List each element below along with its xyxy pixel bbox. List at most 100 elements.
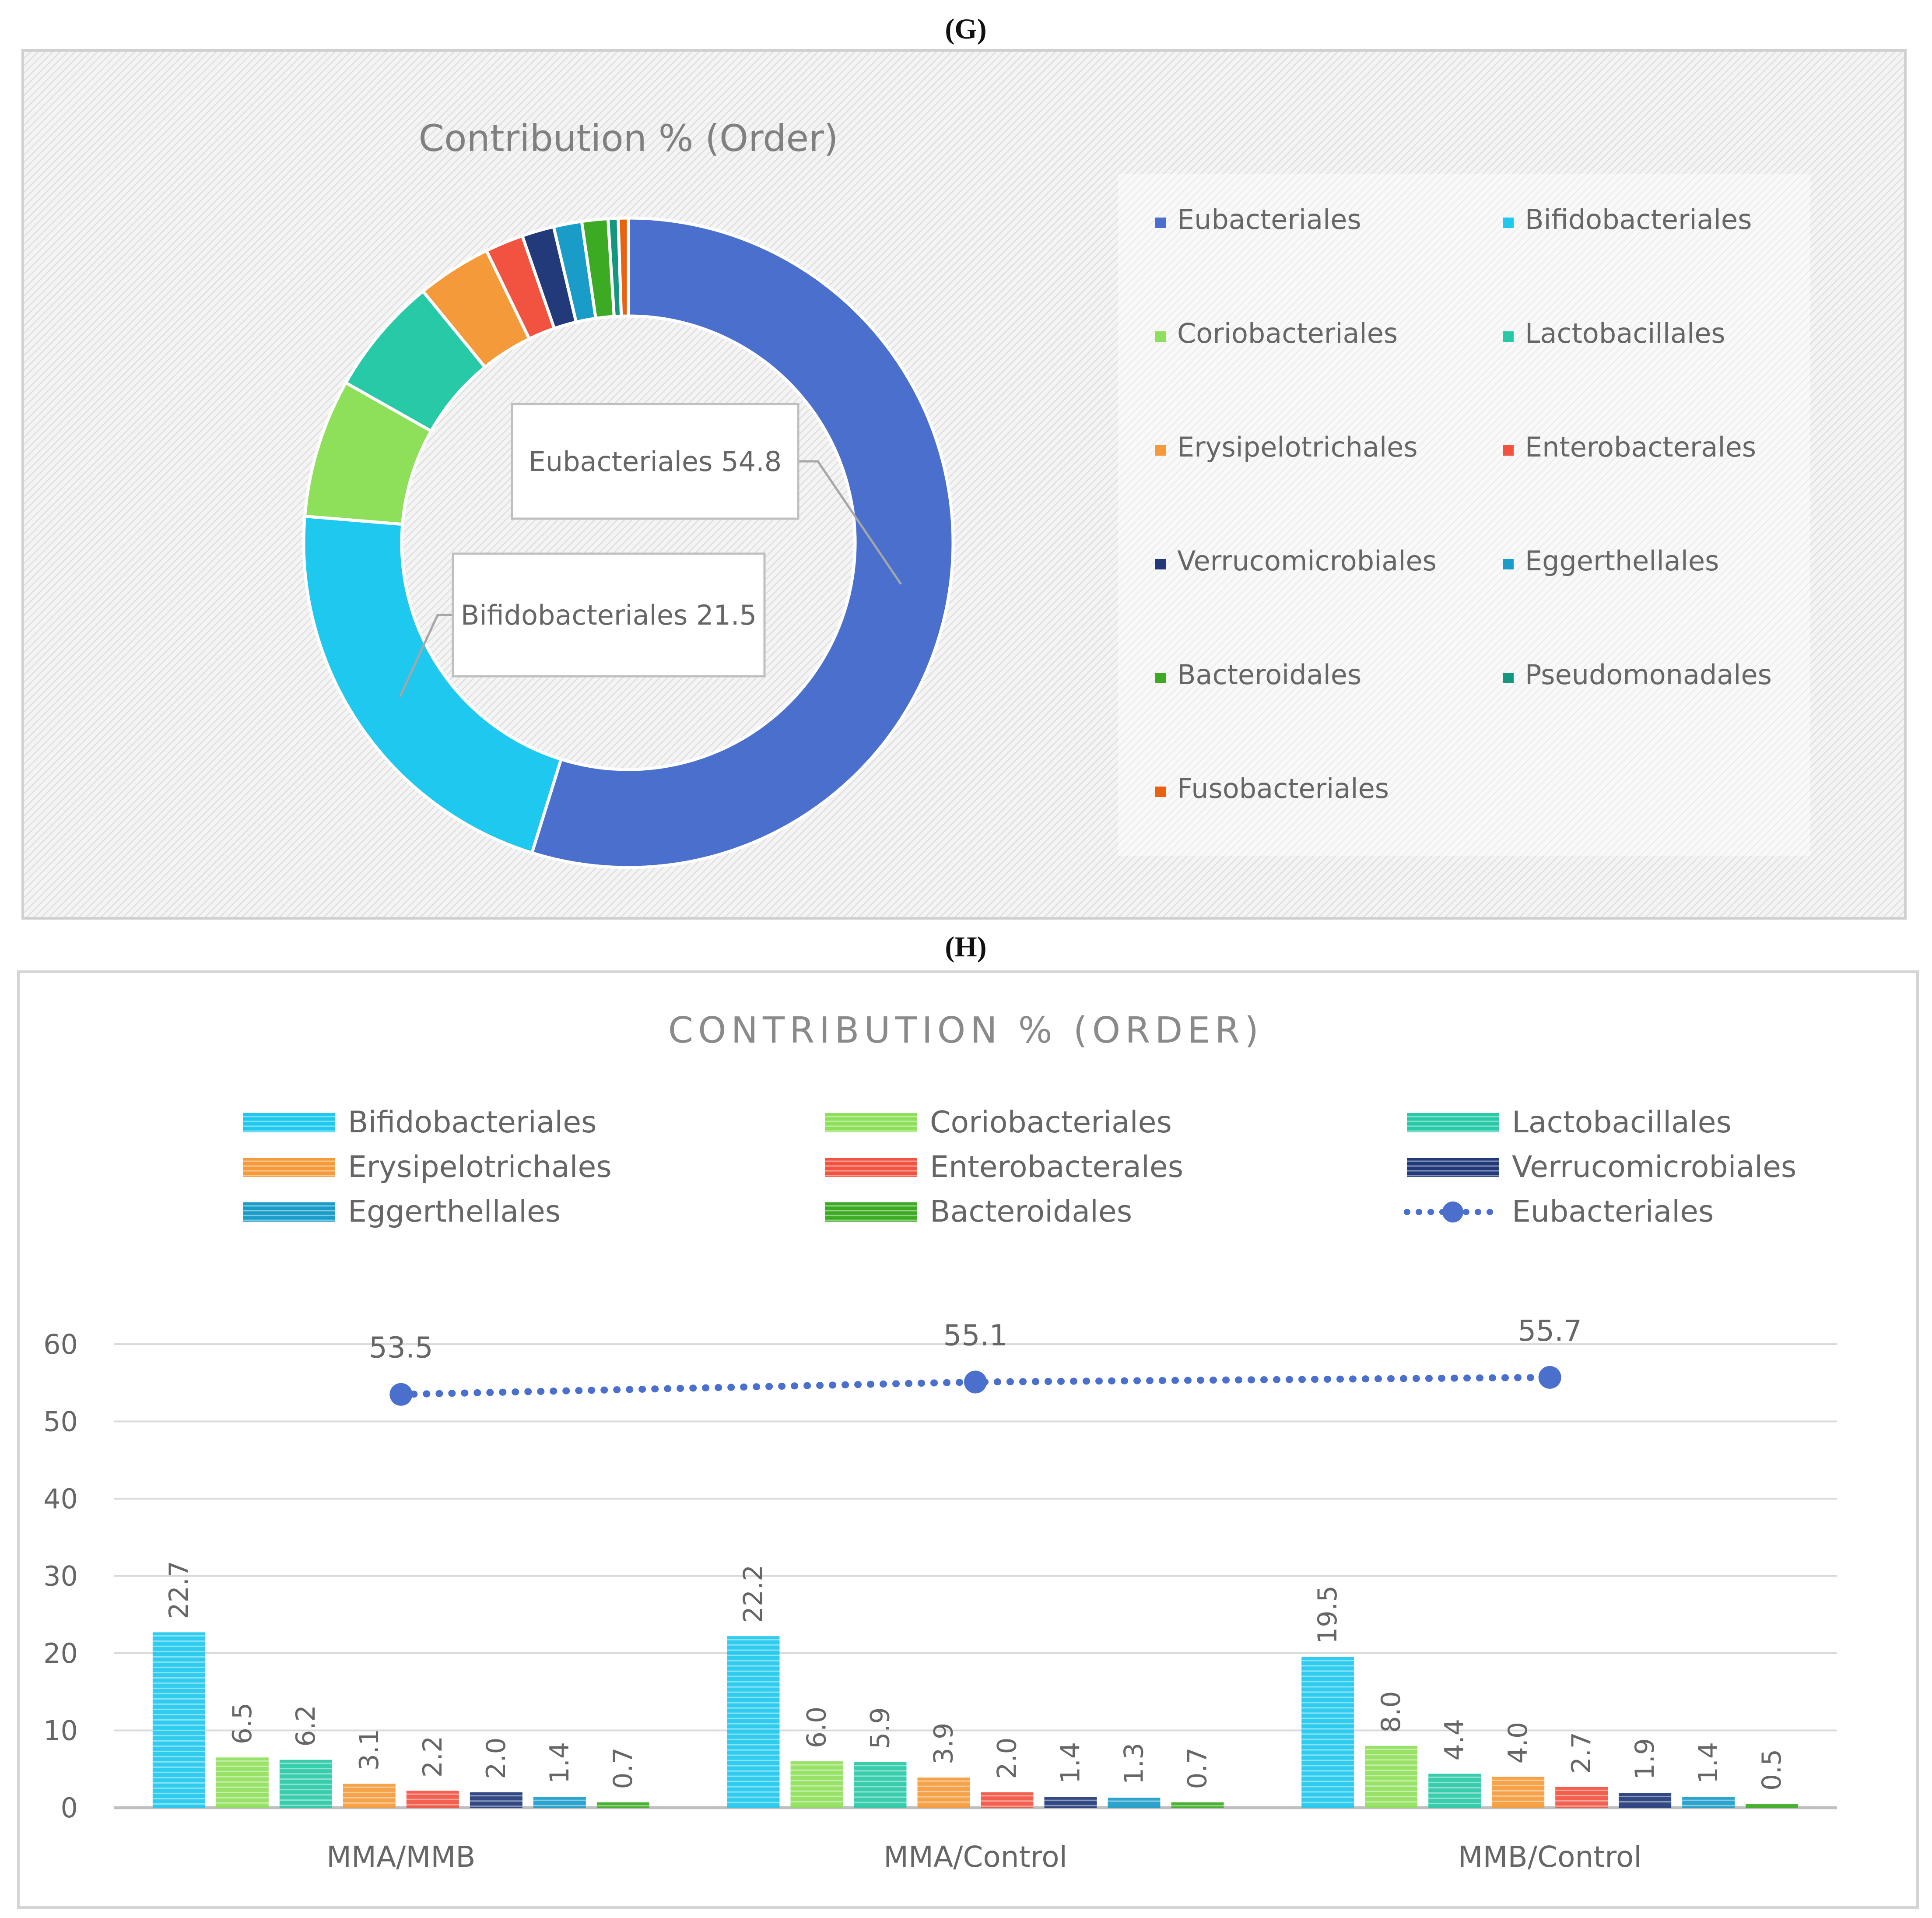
legend-swatch-fusobacteriales xyxy=(1155,787,1166,797)
bar-value-label-bifidobacteriales-mmb-control: 19.5 xyxy=(1312,1585,1343,1644)
legend-label-bifidobacteriales: Bifidobacteriales xyxy=(348,1105,597,1140)
legend-label-erysipelotrichales: Erysipelotrichales xyxy=(1177,431,1418,463)
donut-legend-box xyxy=(1118,174,1810,856)
line-point-mma-control xyxy=(964,1370,987,1394)
bar-value-label-lactobacillales-mma-mmb: 6.2 xyxy=(291,1705,321,1746)
legend-swatch-eggerthellales xyxy=(243,1202,335,1222)
callout-box-bifidobacteriales xyxy=(452,552,766,678)
bar-value-label-eggerthellales-mma-control: 1.3 xyxy=(1119,1743,1150,1785)
bar-lactobacillales-mma-control xyxy=(854,1762,907,1808)
bar-bifidobacteriales-mmb-control xyxy=(1301,1657,1354,1808)
x-tick-label-mma-control: MMA/Control xyxy=(884,1840,1067,1874)
bar-lactobacillales-mmb-control xyxy=(1428,1774,1481,1808)
callout-leader-eubacteriales xyxy=(798,460,902,585)
bar-coriobacteriales-mma-control xyxy=(790,1761,843,1808)
legend-swatch-verrucomicrobiales xyxy=(1407,1158,1499,1177)
x-tick-label-mma-mmb: MMA/MMB xyxy=(326,1840,475,1874)
legend-swatch-bifidobacteriales xyxy=(243,1113,335,1132)
bar-eggerthellales-mma-control xyxy=(1108,1798,1161,1808)
donut-slice-bifidobacteriales xyxy=(302,514,563,855)
bar-value-label-coriobacteriales-mmb-control: 8.0 xyxy=(1376,1691,1406,1732)
bar-value-label-erysipelotrichales-mma-mmb: 3.1 xyxy=(354,1729,385,1770)
donut-slice-eubacteriales xyxy=(530,216,955,869)
bar-value-label-bacteroidales-mmb-control: 0.5 xyxy=(1757,1749,1787,1791)
bar-lactobacillales-mma-mmb xyxy=(279,1760,332,1808)
donut-panel: (G) Contribution % (Order) Eubacteriales… xyxy=(21,13,1907,920)
legend-swatch-erysipelotrichales xyxy=(243,1158,335,1177)
bar-value-label-bacteroidales-mma-mmb: 0.7 xyxy=(608,1747,638,1789)
legend-label-erysipelotrichales: Erysipelotrichales xyxy=(348,1150,612,1184)
line-value-label-mmb-control: 55.7 xyxy=(1518,1314,1582,1348)
legend-label-enterobacterales: Enterobacterales xyxy=(930,1150,1183,1184)
bar-value-label-bifidobacteriales-mma-control: 22.2 xyxy=(738,1565,769,1623)
legend-label-lactobacillales: Lactobacillales xyxy=(1512,1105,1732,1140)
bar-bifidobacteriales-mma-control xyxy=(727,1636,780,1808)
legend-label-enterobacterales: Enterobacterales xyxy=(1525,431,1756,463)
legend-swatch-coriobacteriales xyxy=(1155,331,1166,342)
legend-label-bifidobacteriales: Bifidobacteriales xyxy=(1525,204,1752,235)
bar-bacteroidales-mma-mmb xyxy=(596,1802,649,1808)
bar-bifidobacteriales-mma-mmb xyxy=(152,1632,205,1808)
legend-label-verrucomicrobiales: Verrucomicrobiales xyxy=(1177,545,1437,577)
legend-swatch-pseudomonadales xyxy=(1503,673,1514,683)
x-tick-label-mmb-control: MMB/Control xyxy=(1458,1840,1642,1874)
bar-coriobacteriales-mma-mmb xyxy=(216,1757,269,1808)
bar-verrucomicrobiales-mma-control xyxy=(1044,1797,1097,1808)
bar-eggerthellales-mmb-control xyxy=(1682,1797,1735,1808)
bar-panel: (H) CONTRIBUTION % (ORDER) Bifidobacteri… xyxy=(17,934,1919,1909)
legend-label-eubacteriales: Eubacteriales xyxy=(1512,1194,1714,1229)
legend-label-coriobacteriales: Coriobacteriales xyxy=(1177,317,1398,349)
bar-enterobacterales-mma-mmb xyxy=(406,1791,459,1808)
legend-swatch-coriobacteriales xyxy=(825,1113,917,1132)
line-value-label-mma-control: 55.1 xyxy=(943,1318,1008,1352)
bar-value-label-coriobacteriales-mma-control: 6.0 xyxy=(802,1707,832,1748)
legend-swatch-bacteroidales xyxy=(825,1202,917,1222)
bar-value-label-lactobacillales-mmb-control: 4.4 xyxy=(1439,1719,1470,1760)
callout-box-eubacteriales xyxy=(511,403,799,520)
y-tick-label-50: 50 xyxy=(43,1406,78,1438)
bar-erysipelotrichales-mmb-control xyxy=(1492,1777,1545,1808)
bar-value-label-eggerthellales-mmb-control: 1.4 xyxy=(1693,1742,1724,1784)
y-tick-label-60: 60 xyxy=(43,1328,78,1360)
legend-swatch-eubacteriales xyxy=(1155,218,1166,228)
bar-value-label-verrucomicrobiales-mma-control: 1.4 xyxy=(1055,1742,1086,1784)
bar-value-label-coriobacteriales-mma-mmb: 6.5 xyxy=(227,1703,258,1744)
legend-label-eubacteriales: Eubacteriales xyxy=(1177,204,1361,235)
bar-value-label-verrucomicrobiales-mmb-control: 1.9 xyxy=(1630,1738,1660,1780)
bar-verrucomicrobiales-mmb-control xyxy=(1619,1793,1672,1808)
legend-label-verrucomicrobiales: Verrucomicrobiales xyxy=(1512,1150,1796,1184)
legend-label-bacteroidales: Bacteroidales xyxy=(1177,659,1361,691)
bar-value-label-lactobacillales-mma-control: 5.9 xyxy=(865,1707,896,1749)
bar-value-label-enterobacterales-mmb-control: 2.7 xyxy=(1566,1732,1597,1774)
bar-value-label-bacteroidales-mma-control: 0.7 xyxy=(1182,1747,1213,1789)
bar-enterobacterales-mmb-control xyxy=(1555,1787,1608,1808)
bar-chart-area xyxy=(17,970,1919,1909)
line-value-label-mma-mmb: 53.5 xyxy=(369,1331,433,1365)
bar-bacteroidales-mmb-control xyxy=(1746,1804,1799,1808)
legend-swatch-lactobacillales xyxy=(1503,331,1514,342)
panel-label-h: (H) xyxy=(945,934,986,963)
legend-swatch-verrucomicrobiales xyxy=(1155,559,1166,569)
legend-label-coriobacteriales: Coriobacteriales xyxy=(930,1105,1172,1140)
y-tick-label-40: 40 xyxy=(43,1483,78,1515)
bar-verrucomicrobiales-mma-mmb xyxy=(470,1792,522,1808)
legend-swatch-bacteroidales xyxy=(1155,673,1166,683)
legend-label-fusobacteriales: Fusobacteriales xyxy=(1177,773,1389,804)
panel-label-g: (G) xyxy=(945,13,986,45)
callout-text-bifidobacteriales: Bifidobacteriales 21.5 xyxy=(461,599,757,631)
legend-swatch-lactobacillales xyxy=(1407,1113,1499,1132)
bar-title: CONTRIBUTION % (ORDER) xyxy=(668,1010,1263,1051)
legend-swatch-enterobacterales xyxy=(1503,445,1514,456)
y-tick-label-20: 20 xyxy=(43,1637,78,1669)
bar-erysipelotrichales-mma-control xyxy=(917,1777,970,1808)
legend-label-eggerthellales: Eggerthellales xyxy=(1525,545,1719,577)
bar-value-label-bifidobacteriales-mma-mmb: 22.7 xyxy=(164,1561,194,1619)
bar-value-label-enterobacterales-mma-control: 2.0 xyxy=(992,1737,1023,1779)
bar-value-label-erysipelotrichales-mmb-control: 4.0 xyxy=(1503,1722,1533,1763)
legend-marker-eubacteriales xyxy=(1442,1201,1463,1222)
legend-label-lactobacillales: Lactobacillales xyxy=(1525,317,1725,349)
callout-text-eubacteriales: Eubacteriales 54.8 xyxy=(529,446,782,478)
bar-value-label-eggerthellales-mma-mmb: 1.4 xyxy=(544,1742,575,1784)
y-tick-label-10: 10 xyxy=(43,1715,78,1747)
legend-label-eggerthellales: Eggerthellales xyxy=(348,1194,561,1229)
